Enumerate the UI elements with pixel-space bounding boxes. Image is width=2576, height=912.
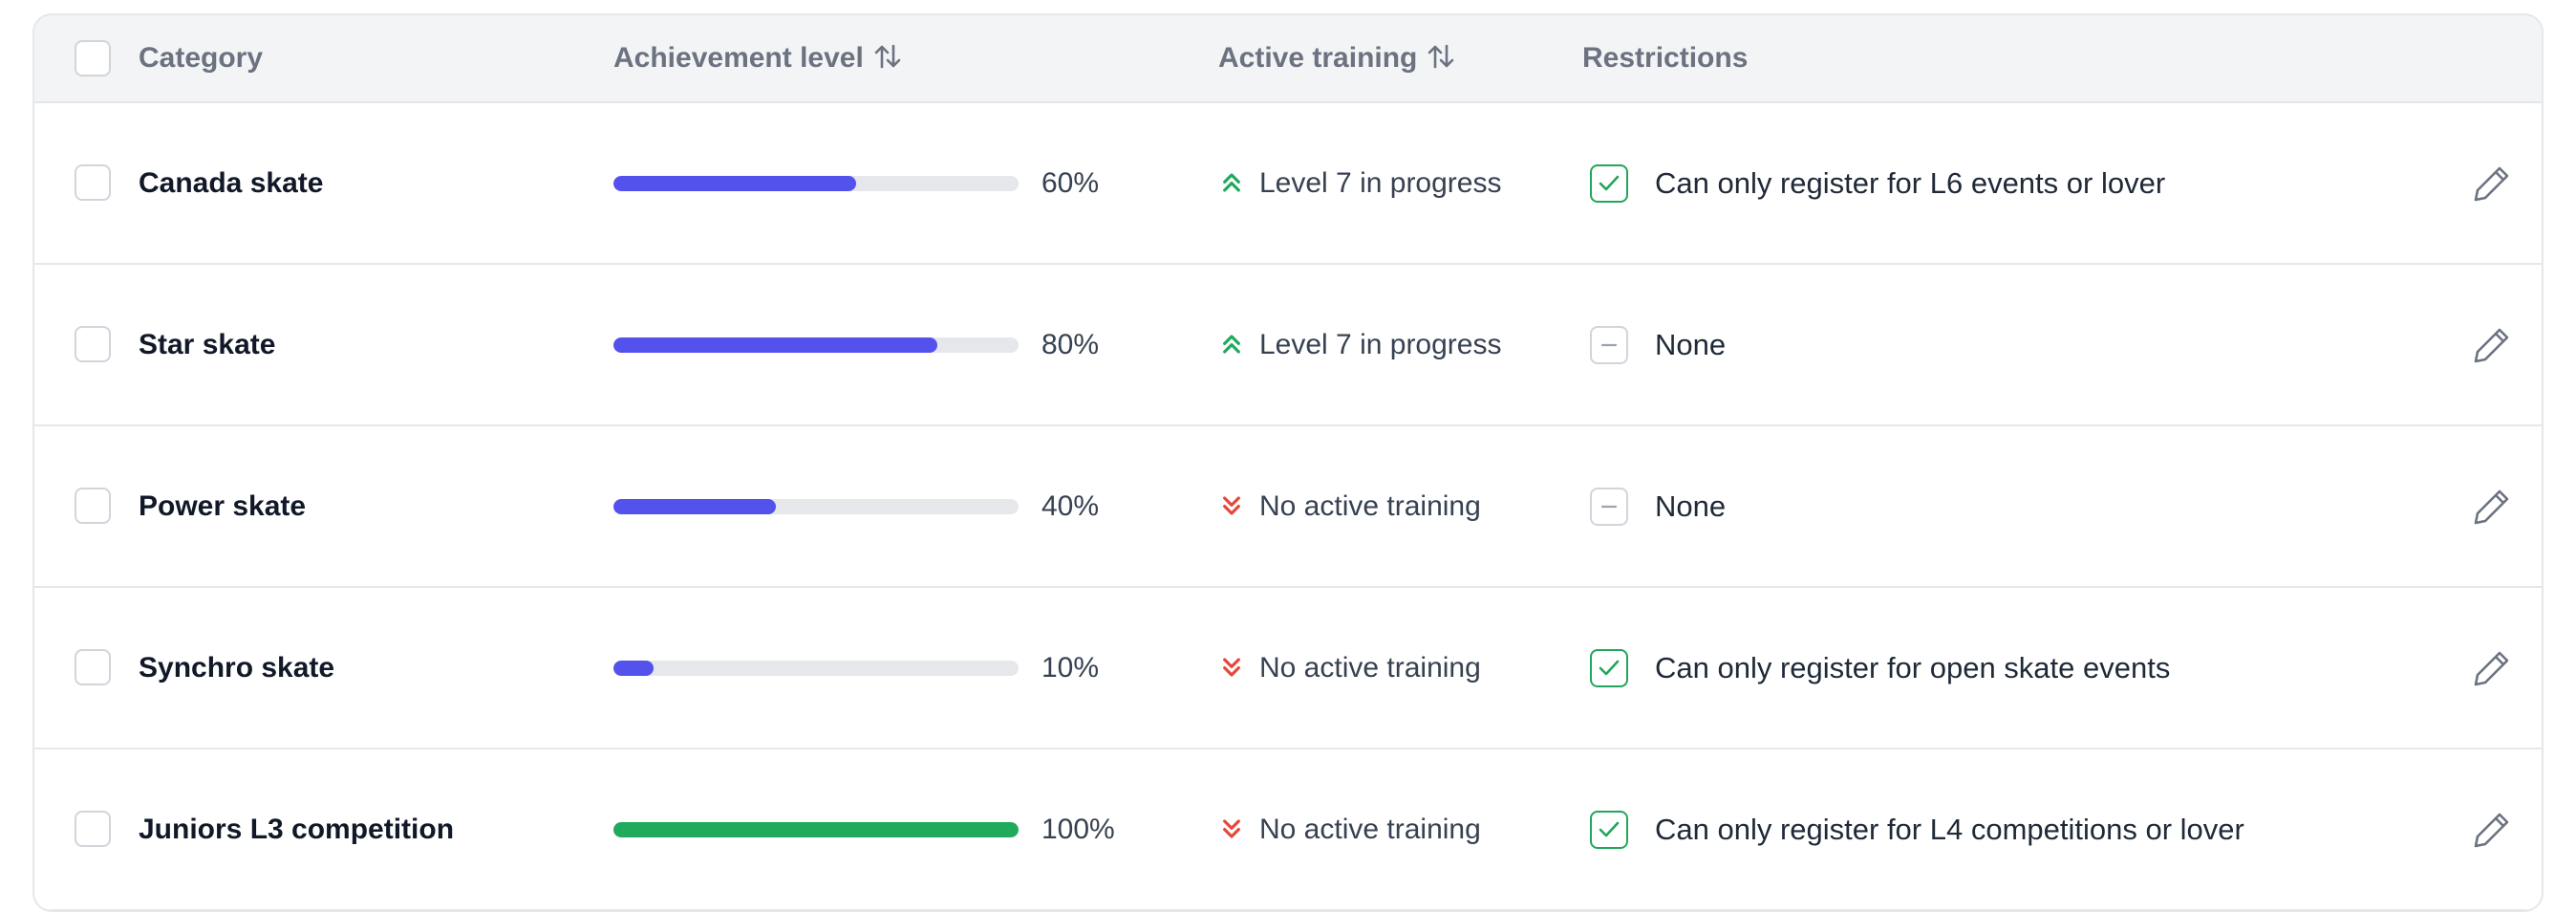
active-training-status: Level 7 in progress (1259, 167, 1502, 199)
edit-pencil-icon[interactable] (2471, 163, 2513, 209)
edit-pencil-icon[interactable] (2471, 486, 2513, 532)
column-header-active-training[interactable]: Active training (1218, 15, 1455, 101)
edit-pencil-icon[interactable] (2471, 809, 2513, 856)
skating-categories-table: Category Achievement level Active traini… (32, 13, 2544, 912)
achievement-progress-bar (613, 337, 1019, 353)
achievement-progress-fill (613, 176, 857, 191)
achievement-progress-fill (613, 661, 655, 676)
active-training-status: Level 7 in progress (1259, 329, 1502, 360)
column-header-achievement-level[interactable]: Achievement level (613, 15, 902, 101)
sort-icon[interactable] (1427, 42, 1455, 71)
category-name: Synchro skate (139, 652, 335, 684)
double-chevron-down-icon (1221, 493, 1242, 523)
table-row: Juniors L3 competition 100% No active trai… (34, 749, 2542, 910)
table-row: Power skate 40% No active training None (34, 426, 2542, 588)
minus-icon (1590, 326, 1628, 364)
double-chevron-down-icon (1221, 655, 1242, 684)
table-header: Category Achievement level Active traini… (34, 15, 2542, 103)
category-name: Canada skate (139, 167, 324, 199)
achievement-progress-bar (613, 499, 1019, 514)
achievement-progress-bar (613, 661, 1019, 676)
row-checkbox[interactable] (75, 811, 111, 847)
restriction-text: None (1655, 489, 1727, 523)
category-name: Juniors L3 competition (139, 814, 455, 845)
table-row: Synchro skate 10% No active training Can on… (34, 588, 2542, 749)
achievement-percent: 100% (1041, 814, 1115, 845)
achievement-percent: 80% (1041, 329, 1100, 360)
column-header-active-training-label: Active training (1218, 42, 1418, 74)
sort-icon[interactable] (873, 42, 902, 71)
column-header-restrictions: Restrictions (1582, 42, 1749, 74)
select-all-checkbox[interactable] (75, 40, 111, 76)
row-checkbox[interactable] (75, 164, 111, 201)
row-checkbox[interactable] (75, 326, 111, 362)
row-checkbox[interactable] (75, 649, 111, 685)
achievement-percent: 60% (1041, 167, 1100, 199)
table-row: Star skate 80% Level 7 in progress None (34, 265, 2542, 426)
column-header-category: Category (139, 42, 264, 74)
active-training-status: No active training (1259, 652, 1481, 684)
active-training-status: No active training (1259, 490, 1481, 522)
achievement-progress-bar (613, 176, 1019, 191)
double-chevron-down-icon (1221, 816, 1242, 846)
checked-icon (1590, 811, 1628, 849)
achievement-progress-bar (613, 822, 1019, 837)
active-training-status: No active training (1259, 814, 1481, 845)
achievement-progress-fill (613, 499, 776, 514)
restriction-text: Can only register for L4 competitions or… (1655, 813, 2244, 846)
edit-pencil-icon[interactable] (2471, 324, 2513, 371)
achievement-percent: 10% (1041, 652, 1100, 684)
minus-icon (1590, 488, 1628, 526)
achievement-progress-fill (613, 337, 938, 353)
edit-pencil-icon[interactable] (2471, 647, 2513, 694)
restriction-text: None (1655, 328, 1727, 361)
column-header-achievement-level-label: Achievement level (613, 42, 864, 74)
table-row: Canada skate 60% Level 7 in progress Can on… (34, 103, 2542, 265)
double-chevron-up-icon (1221, 332, 1242, 361)
row-checkbox[interactable] (75, 488, 111, 524)
restriction-text: Can only register for open skate events (1655, 651, 2171, 684)
achievement-percent: 40% (1041, 490, 1100, 522)
category-name: Power skate (139, 490, 307, 522)
achievement-progress-fill (613, 822, 1019, 837)
checked-icon (1590, 164, 1628, 203)
double-chevron-up-icon (1221, 170, 1242, 200)
category-name: Star skate (139, 329, 276, 360)
restriction-text: Can only register for L6 events or lover (1655, 166, 2166, 200)
checked-icon (1590, 649, 1628, 687)
